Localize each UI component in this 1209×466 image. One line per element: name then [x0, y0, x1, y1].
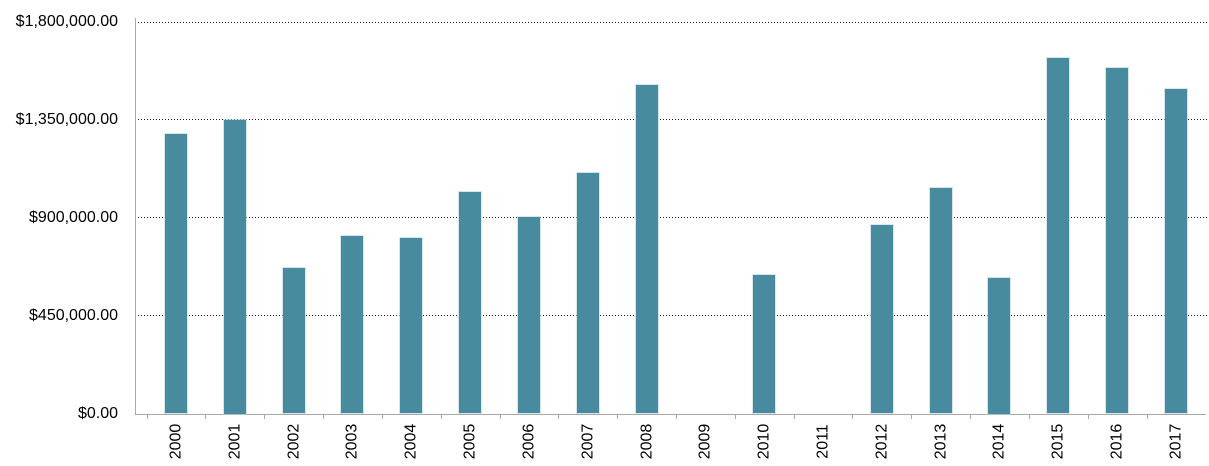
x-category-label: 2016 [1108, 423, 1126, 460]
gridline [135, 119, 1209, 121]
y-tick-label: $1,350,000.00 [15, 110, 118, 128]
x-tick-mark [381, 413, 383, 419]
bar [1047, 57, 1070, 414]
bar [400, 238, 423, 414]
x-tick-mark [1146, 413, 1148, 419]
bar [635, 85, 658, 414]
bar [1164, 89, 1187, 414]
bar [223, 119, 246, 414]
gridline [135, 21, 1209, 23]
x-tick-mark [1087, 413, 1089, 419]
x-tick-mark [146, 413, 148, 419]
x-category-label: 2015 [1049, 423, 1067, 460]
gridline [135, 217, 1209, 219]
bar [165, 134, 187, 414]
x-category-label: 2002 [285, 423, 303, 460]
x-category-label: 2008 [638, 423, 656, 460]
x-category-label: 2017 [1167, 423, 1185, 460]
y-tick-label: $450,000.00 [29, 306, 118, 324]
bar [1106, 67, 1129, 414]
bar [576, 173, 599, 414]
x-category-label: 2003 [343, 423, 361, 460]
x-tick-mark [793, 413, 795, 419]
bar [929, 188, 952, 414]
x-tick-mark [734, 413, 736, 419]
bar [753, 275, 776, 414]
x-category-label: 2007 [579, 423, 597, 460]
x-tick-mark [205, 413, 207, 419]
y-tick-label: $900,000.00 [29, 208, 118, 226]
x-tick-mark [323, 413, 325, 419]
x-category-label: 2005 [461, 423, 479, 460]
x-tick-mark [1028, 413, 1030, 419]
x-category-label: 2012 [873, 423, 891, 460]
y-axis-line [135, 18, 136, 414]
x-axis-line [135, 413, 1206, 415]
bar [459, 191, 482, 414]
x-tick-mark [264, 413, 266, 419]
x-category-label: 2004 [402, 423, 420, 460]
x-category-label: 2014 [990, 423, 1008, 460]
x-tick-mark [440, 413, 442, 419]
x-category-label: 2013 [932, 423, 950, 460]
bar [282, 267, 305, 414]
x-category-label: 2006 [520, 423, 538, 460]
x-tick-mark [852, 413, 854, 419]
x-category-label: 2010 [755, 423, 773, 460]
x-tick-mark [558, 413, 560, 419]
y-tick-label: $0.00 [77, 404, 118, 422]
bar [988, 277, 1011, 414]
x-category-label: 2001 [226, 423, 244, 460]
y-tick-label: $1,800,000.00 [15, 13, 118, 30]
x-tick-mark [970, 413, 972, 419]
bar [870, 225, 893, 414]
bar [517, 216, 540, 414]
x-category-label: 2000 [167, 423, 185, 460]
x-category-label: 2011 [814, 424, 832, 459]
x-tick-mark [499, 413, 501, 419]
x-tick-mark [675, 413, 677, 419]
x-category-label: 2009 [696, 423, 714, 460]
gridline [135, 315, 1209, 317]
x-tick-mark [911, 413, 913, 419]
x-tick-mark [617, 413, 619, 419]
bar [341, 236, 364, 414]
